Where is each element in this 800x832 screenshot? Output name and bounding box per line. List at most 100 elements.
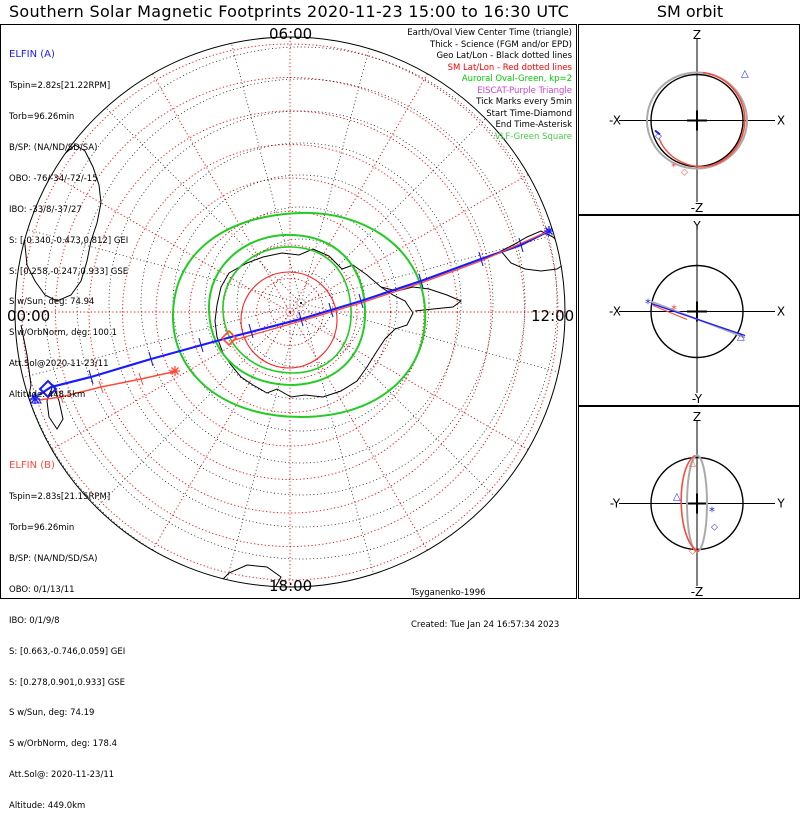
auroral-oval-outer: [171, 211, 427, 419]
sm-inner-circle: [240, 271, 338, 369]
elfin-a-triangle: △: [737, 332, 745, 343]
elfin-b-line: S w/Sun, deg: 74.19: [9, 708, 95, 719]
elfin-a-tick: [298, 311, 304, 327]
geo-latitude-circle: [140, 142, 462, 464]
geo-latitude-circle: [172, 174, 430, 432]
orbit-axis-label-left: -Y: [610, 497, 621, 511]
elfin-b-asterisk: *: [671, 161, 677, 174]
geo-latitude-circle: [44, 46, 558, 560]
credit-block: Tsyganenko-1996 Created: Tue Jan 24 16:5…: [411, 567, 559, 651]
elfin-a-marker: [654, 129, 661, 136]
orbit-track-gray: [686, 454, 708, 553]
geo-longitude-line: [15, 302, 302, 387]
sm-longitude-line: [289, 311, 428, 551]
elfin-b-end-asterisk: [171, 367, 179, 375]
orbit-xz-svg: Z -Z -X X △ ◇ * ◇: [609, 28, 785, 215]
elfin-b-start-diamond: [220, 329, 238, 347]
orbit-axis-label-right: Y: [776, 497, 785, 511]
elfin-b-line: Att.Sol@: 2020-11-23/11: [9, 770, 115, 781]
elfin-a-line: Tspin=2.82s[21.22RPM]: [9, 81, 111, 92]
elfin-a-tick: [418, 273, 424, 289]
elfin-a-line: S: [-0.340,-0.473,0.812] GEI: [9, 235, 129, 246]
sm-longitude-line: [289, 174, 529, 313]
elfin-a-line: OBO: -76/-34/-72/-15: [9, 173, 98, 184]
elfin-b-triangle: △: [689, 459, 696, 469]
elfin-b-line: S w/OrbNorm, deg: 178.4: [9, 739, 118, 750]
elfin-a-line: IBO: -33/8/-37/27: [9, 204, 82, 215]
geo-latitude-circle: [204, 206, 398, 400]
geo-latitude-circle: [108, 110, 494, 496]
earth-circle: [650, 456, 744, 551]
elfin-a-end-asterisk: [545, 227, 553, 235]
legend-entry: Tick Marks every 5min: [476, 97, 572, 107]
view-center-triangle: [28, 392, 42, 404]
elfin-a-name: ELFIN (A): [9, 48, 55, 60]
legend-entry: Start Time-Diamond: [486, 108, 572, 119]
geo-longitude-line: [300, 302, 385, 587]
elfin-b-track-right: [230, 230, 550, 342]
legend-entry: EISCAT-Purple Triangle: [477, 85, 572, 96]
orbit-track-gray: [646, 71, 748, 170]
sm-latitude-circle: [21, 43, 559, 581]
elfin-b-asterisk: *: [671, 303, 677, 317]
elfin-b-line: Torb=96.26min: [9, 523, 75, 534]
sm-longitude-line: [51, 311, 291, 450]
elfin-a-line: Att.Sol@2020-11-23/11: [9, 359, 109, 370]
elfin-b-orbit: [652, 304, 688, 321]
orbit-axis-label-bottom: -Y: [692, 392, 703, 406]
sm-latitude-circle: [189, 211, 391, 413]
orbit-axis-label-top: Z: [693, 28, 701, 42]
elfin-b-info: ELFIN (B) Tspin=2.83s[21.15RPM] Torb=96.…: [9, 439, 125, 832]
elfin-b-tick: [138, 372, 144, 386]
elfin-b-line: S: [0.663,-0.746,0.059] GEI: [9, 646, 126, 657]
orbit-yz-svg: Z -Z -Y Y △ * ◇ ◇ △: [610, 410, 785, 599]
elfin-a-tick: [328, 302, 334, 318]
legend-entry: SM Lat/Lon - Red dotted lines: [447, 62, 572, 73]
geo-longitude-line: [300, 37, 385, 304]
orbit-axis-label-left: -X: [609, 305, 621, 319]
sm-longitude-line: [289, 73, 428, 313]
hour-label-bottom: 18:00: [269, 577, 313, 595]
orbit-axis-label-left: -X: [609, 114, 621, 128]
auroral-oval-inner2: [222, 246, 352, 374]
elfin-b-line: Tspin=2.83s[21.15RPM]: [9, 492, 111, 503]
hour-label-right: 12:00: [531, 307, 575, 325]
elfin-b-orbit: [658, 138, 716, 168]
sm-longitude-line: [289, 311, 529, 450]
elfin-b-diamond: ◇: [681, 168, 688, 178]
hour-label-top: 06:00: [269, 25, 313, 43]
elfin-b-line: OBO: 0/1/13/11: [9, 584, 75, 595]
sm-latitude-circle: [122, 144, 458, 480]
orbit-panel-xy: Y -Y -X X * * △: [578, 215, 800, 406]
elfin-a-diamond: ◇: [655, 132, 662, 142]
legend-entry: End Time-Asterisk: [495, 120, 572, 130]
elfin-a-tick: [198, 337, 204, 353]
elfin-a-asterisk: *: [645, 297, 651, 311]
orbit-panel-title: SM orbit: [656, 2, 724, 21]
geo-longitude-line: [217, 37, 302, 304]
model-credit: Tsyganenko-1996: [411, 588, 486, 598]
elfin-a-tick: [88, 369, 94, 385]
hour-label-left: 00:00: [7, 307, 51, 325]
elfin-b-name: ELFIN (B): [9, 459, 55, 471]
elfin-b-tick: [98, 380, 104, 394]
geo-longitude-line: [15, 219, 302, 304]
elfin-b-orbit: [680, 454, 700, 553]
orbit-panel-yz: Z -Z -Y Y △ * ◇ ◇ △: [578, 406, 800, 599]
legend-entry: Thick - Science (FGM and/or EPD): [429, 39, 572, 50]
elfin-a-start-diamond: [38, 379, 58, 399]
elfin-a-orbit: [650, 302, 746, 337]
sm-longitude-line: [51, 174, 291, 313]
geo-longitude-line: [300, 302, 528, 530]
orbit-axis-label-right: X: [777, 114, 785, 128]
elfin-a-asterisk: *: [709, 505, 715, 519]
elfin-b-diamond: ◇: [689, 547, 696, 557]
new-zealand-outline: [46, 383, 64, 430]
created-timestamp: Created: Tue Jan 24 16:57:34 2023: [411, 619, 560, 630]
geo-longitude-line: [74, 76, 302, 304]
auroral-oval-inner: [207, 233, 367, 387]
orbit-axis-label-top: Y: [692, 219, 701, 233]
orbit-axis-label-right: X: [777, 305, 785, 319]
elfin-a-line: Altitude: 448.5km: [9, 390, 86, 401]
orbit-axis-label-top: Z: [693, 410, 701, 424]
